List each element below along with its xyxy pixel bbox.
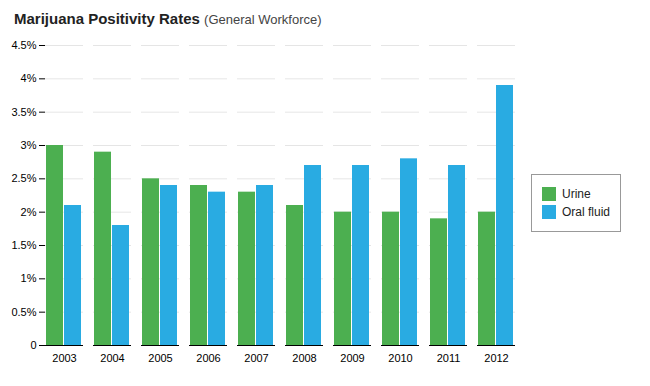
svg-text:0.5%: 0.5% [11, 306, 36, 318]
svg-text:2004: 2004 [100, 352, 124, 364]
svg-text:2007: 2007 [244, 352, 268, 364]
svg-text:2005: 2005 [148, 352, 172, 364]
svg-text:2011: 2011 [437, 352, 461, 364]
svg-text:2010: 2010 [388, 352, 412, 364]
svg-text:1.5%: 1.5% [11, 239, 36, 251]
html-text:Marijuana Positivity Rates (Ge: Marijuana Positivity Rates (General Work… [14, 10, 322, 27]
svg-text:3%: 3% [21, 139, 37, 151]
html-text:Urine: Urine [562, 187, 591, 201]
svg-text:1%: 1% [21, 272, 37, 284]
svg-text:2006: 2006 [196, 352, 220, 364]
svg-text:0: 0 [30, 339, 36, 351]
svg-text:2012: 2012 [484, 352, 508, 364]
svg-text:2%: 2% [21, 206, 37, 218]
svg-text:4.5%: 4.5% [11, 39, 36, 51]
svg-text:2009: 2009 [340, 352, 364, 364]
svg-text:2.5%: 2.5% [11, 172, 36, 184]
svg-text:2003: 2003 [52, 352, 76, 364]
html-text:Oral fluid: Oral fluid [562, 205, 610, 219]
svg-text:4%: 4% [21, 72, 37, 84]
svg-text:3.5%: 3.5% [11, 106, 36, 118]
svg-text:2008: 2008 [292, 352, 316, 364]
